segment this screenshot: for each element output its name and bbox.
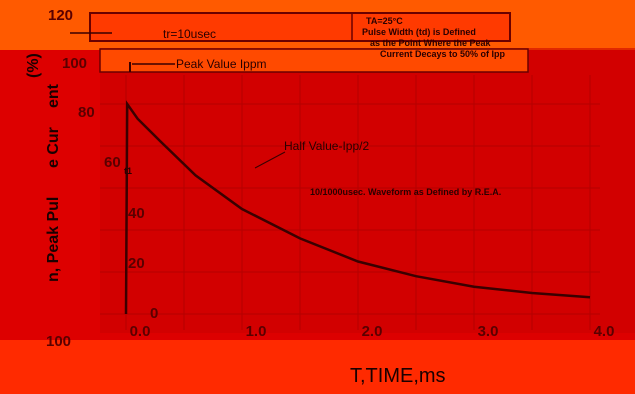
y-label-fragment-3: e Cur bbox=[45, 127, 62, 168]
half-value-label: Half Value-Ipp/2 bbox=[284, 139, 369, 153]
x-tick-labels: 0.0 1.0 2.0 3.0 4.0 bbox=[130, 323, 615, 340]
y-tick-80: 80 bbox=[78, 104, 95, 121]
extra-label-t1: t1 bbox=[124, 166, 132, 176]
y-tick-40: 40 bbox=[128, 205, 145, 222]
x-tick-0.0: 0.0 bbox=[130, 323, 151, 340]
x-tick-2.0: 2.0 bbox=[362, 323, 383, 340]
y-tick-60: 60 bbox=[104, 154, 121, 171]
y-tick-20: 20 bbox=[128, 255, 145, 272]
peak-value-label: Peak Value Ippm bbox=[176, 57, 267, 71]
plot-area-inner bbox=[100, 48, 635, 333]
conditions-line-3: as the Point Where the Peak bbox=[370, 38, 492, 48]
x-tick-3.0: 3.0 bbox=[478, 323, 499, 340]
half-value-leader bbox=[254, 151, 286, 169]
x-tick-1.0: 1.0 bbox=[246, 323, 267, 340]
extra-label-100: 100 bbox=[46, 333, 71, 350]
series-line bbox=[124, 100, 591, 315]
y-tick-labels: 120 100 80 60 40 20 0 bbox=[48, 7, 158, 322]
conditions-line-1: TA=25°C bbox=[366, 16, 403, 26]
peak-bar bbox=[99, 48, 529, 73]
x-axis-label: T,TIME,ms bbox=[350, 365, 446, 387]
y-tick-0: 0 bbox=[150, 305, 158, 322]
y-label-fragment-1: (%) bbox=[25, 53, 42, 78]
x-tick-4.0: 4.0 bbox=[594, 323, 615, 340]
y-tick-120: 120 bbox=[48, 7, 73, 24]
waveform-label: 10/1000usec. Waveform as Defined by R.E.… bbox=[310, 187, 501, 197]
header-box bbox=[89, 12, 511, 42]
y-tick-100: 100 bbox=[62, 55, 87, 72]
conditions-line-4: Current Decays to 50% of Ipp bbox=[380, 49, 506, 59]
y-label-fragment-4: n, Peak Pul bbox=[45, 197, 62, 282]
conditions-line-2: Pulse Width (td) is Defined bbox=[362, 27, 476, 37]
rise-time-label: tr=10usec bbox=[163, 27, 216, 41]
y-label-fragment-2: ent bbox=[45, 83, 62, 108]
